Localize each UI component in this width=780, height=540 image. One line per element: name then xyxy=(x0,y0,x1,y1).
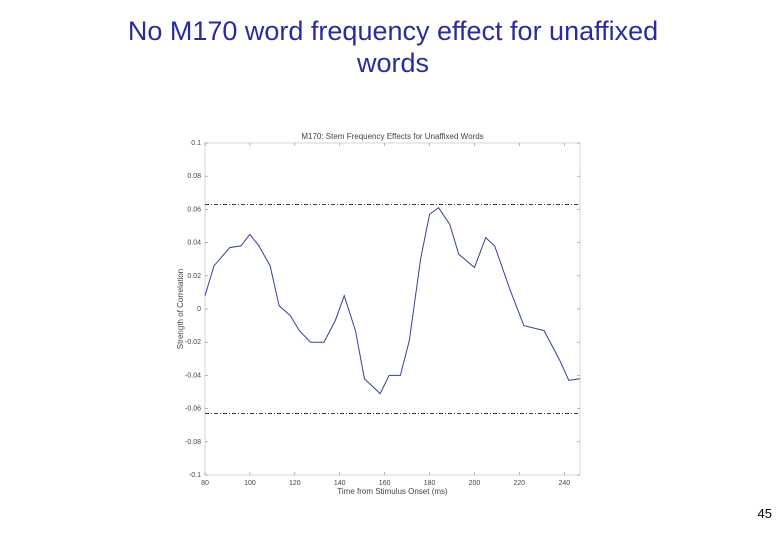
x-tick-label: 220 xyxy=(514,480,526,487)
chart-title: M170: Stem Frequency Effects for Unaffix… xyxy=(301,132,483,141)
data-line xyxy=(204,207,581,395)
y-tick-label: -0.04 xyxy=(185,372,201,379)
page-number: 45 xyxy=(758,506,772,521)
y-tick-label: -0.06 xyxy=(185,406,201,413)
y-tick-label: 0.06 xyxy=(187,206,201,213)
y-tick-label: -0.1 xyxy=(189,472,201,479)
x-tick-label: 140 xyxy=(334,480,346,487)
x-tick-label: 240 xyxy=(558,480,570,487)
x-tick-label: 180 xyxy=(424,480,436,487)
x-tick-label: 80 xyxy=(201,480,209,487)
x-axis-label: Time from Stimulus Onset (ms) xyxy=(337,487,448,496)
slide-title-line1: No M170 word frequency effect for unaffi… xyxy=(128,16,658,78)
y-tick-label: -0.08 xyxy=(185,439,201,446)
x-tick-label: 120 xyxy=(289,480,301,487)
y-tick-label: 0 xyxy=(197,306,201,313)
y-tick-label: -0.02 xyxy=(185,339,201,346)
y-tick-label: 0.02 xyxy=(187,273,201,280)
x-tick-label: 200 xyxy=(469,480,481,487)
x-tick-label: 160 xyxy=(379,480,391,487)
y-tick-label: 0.04 xyxy=(187,240,201,247)
y-tick-label: 0.1 xyxy=(191,140,201,147)
plot-frame xyxy=(204,142,581,476)
y-axis-label: Strength of Correlation xyxy=(176,269,185,350)
y-tick-label: 0.08 xyxy=(187,173,201,180)
x-tick-label: 100 xyxy=(244,480,256,487)
